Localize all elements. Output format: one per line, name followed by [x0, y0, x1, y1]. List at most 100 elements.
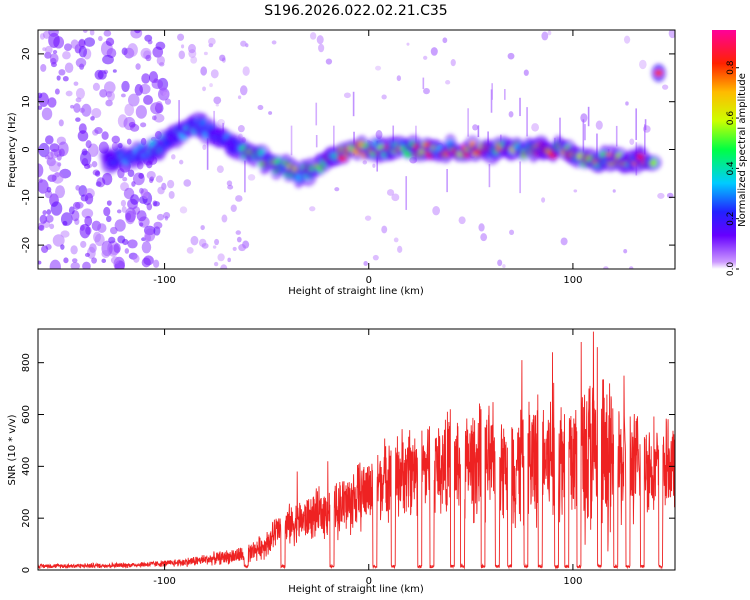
noise-speck: [83, 30, 88, 33]
noise-speck: [497, 259, 503, 267]
noise-speck: [164, 98, 172, 105]
noise-speck: [397, 245, 403, 253]
noise-streak: [491, 83, 493, 100]
noise-speck: [507, 52, 515, 60]
noise-speck: [140, 122, 147, 128]
noise-speck: [200, 66, 208, 76]
noise-speck: [42, 210, 47, 215]
noise-speck: [531, 123, 540, 132]
noise-speck: [213, 261, 219, 267]
noise-speck: [58, 119, 64, 127]
noise-speck: [232, 246, 237, 251]
noise-speck: [132, 254, 140, 263]
noise-streak: [587, 106, 590, 127]
noise-speck: [145, 54, 152, 62]
noise-speck: [316, 35, 324, 45]
noise-streak: [504, 89, 506, 100]
noise-streak: [644, 124, 646, 155]
noise-speck: [235, 230, 242, 235]
noise-speck: [423, 87, 430, 95]
noise-speck: [201, 242, 209, 249]
noise-speck: [318, 43, 325, 53]
noise-speck: [362, 160, 368, 165]
noise-speck: [541, 197, 546, 203]
noise-speck: [178, 50, 186, 60]
noise-speck: [168, 190, 175, 199]
noise-speck: [102, 172, 113, 186]
noise-speck: [214, 238, 220, 246]
noise-speck: [164, 215, 169, 221]
noise-speck: [541, 31, 549, 41]
noise-speck: [60, 230, 70, 238]
noise-speck: [84, 215, 93, 227]
spectrogram-y-axis-label: Frequency (Hz): [7, 112, 18, 188]
spectrogram-x-tick-label: -100: [153, 275, 176, 286]
noise-speck: [45, 214, 54, 223]
noise-speck: [91, 161, 98, 168]
noise-speck: [89, 30, 95, 36]
noise-speck: [217, 253, 225, 262]
noise-speck: [134, 84, 143, 96]
noise-speck: [458, 216, 466, 225]
noise-speck: [240, 40, 247, 47]
noise-streak: [446, 168, 448, 193]
noise-speck: [393, 237, 399, 243]
noise-speck: [47, 97, 57, 108]
noise-speck: [442, 37, 448, 44]
noise-speck: [325, 58, 333, 65]
noise-speck: [309, 32, 317, 40]
noise-speck: [396, 75, 402, 82]
noise-speck: [124, 248, 130, 254]
noise-streak: [244, 160, 246, 193]
noise-speck: [236, 236, 242, 243]
noise-speck: [101, 258, 107, 264]
noise-speck: [38, 92, 43, 99]
noise-speck: [639, 59, 647, 70]
noise-streak: [519, 97, 521, 117]
noise-speck: [238, 244, 246, 252]
noise-speck: [141, 73, 151, 84]
noise-speck: [64, 62, 74, 74]
noise-speck: [235, 195, 243, 202]
ridge-blob: [650, 158, 658, 167]
snr-y-tick-label: 800: [21, 353, 32, 372]
noise-speck: [101, 131, 109, 140]
noise-speck: [480, 233, 488, 242]
noise-streak: [422, 77, 425, 90]
noise-speck: [612, 189, 616, 193]
noise-speck: [91, 257, 97, 264]
spectrogram-x-tick-label: 100: [563, 275, 582, 286]
noise-speck: [210, 69, 219, 79]
noise-speck: [127, 169, 135, 177]
noise-speck: [141, 241, 152, 254]
noise-speck: [102, 54, 114, 65]
noise-speck: [179, 159, 184, 165]
noise-speck: [62, 76, 69, 82]
noise-speck: [73, 81, 79, 86]
snr-frame: [37, 328, 676, 571]
noise-speck: [147, 39, 153, 45]
noise-speck: [237, 95, 242, 100]
noise-speck: [573, 189, 578, 193]
noise-speck: [75, 87, 85, 100]
noise-speck: [391, 193, 400, 202]
noise-speck: [215, 103, 219, 107]
noise-speck: [139, 222, 144, 227]
noise-speck: [183, 179, 192, 187]
noise-speck: [70, 245, 78, 255]
noise-streak: [559, 117, 561, 143]
noise-speck: [94, 127, 103, 135]
noise-speck: [334, 187, 340, 192]
snr-plot-area: [38, 331, 675, 570]
noise-speck: [122, 176, 128, 182]
noise-speck: [146, 202, 153, 211]
noise-streak: [596, 133, 598, 162]
noise-speck: [430, 47, 438, 56]
noise-speck: [142, 190, 149, 200]
noise-speck: [668, 30, 675, 39]
noise-speck: [375, 65, 382, 71]
noise-speck: [70, 104, 75, 109]
noise-streak: [488, 164, 491, 188]
noise-speck: [227, 184, 234, 190]
noise-speck: [75, 57, 87, 68]
